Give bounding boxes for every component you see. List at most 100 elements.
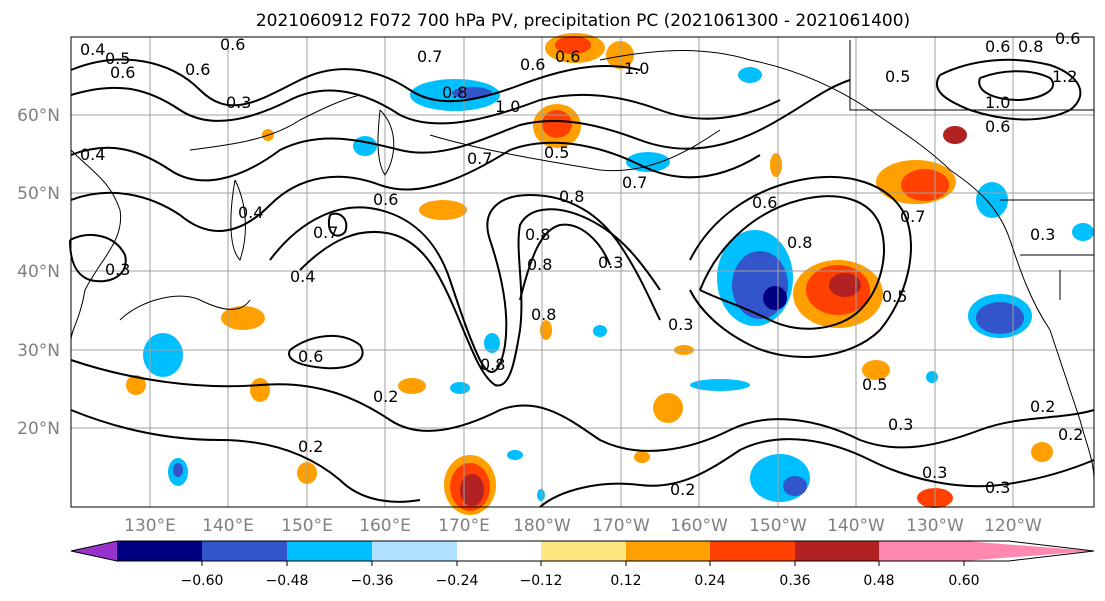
pv-contour-line	[299, 208, 661, 387]
contour-label: 0.5	[105, 49, 130, 68]
contour-label: 0.7	[417, 47, 442, 66]
contour-label: 0.8	[442, 83, 467, 102]
precip-negative-area	[738, 67, 762, 83]
contour-label: 0.6	[520, 55, 545, 74]
contour-label: 0.2	[298, 437, 323, 456]
precip-positive-area	[606, 41, 634, 69]
colorbar-outline	[70, 540, 1095, 562]
pv-contour-line	[288, 334, 364, 370]
precip-positive-area	[398, 378, 426, 394]
colorbar-tick-label: 0.60	[948, 573, 979, 589]
contour-label: 0.4	[80, 145, 105, 164]
lat-labels: 60°N 50°N 40°N 30°N 20°N	[17, 106, 60, 439]
map-frame	[70, 36, 1095, 508]
graticule	[71, 37, 1094, 507]
pv-contour-line	[70, 409, 1095, 508]
colorbar-segment	[541, 541, 626, 561]
precip-positive-core	[555, 36, 591, 54]
contour-label: 0.6	[555, 47, 580, 66]
colorbar-segment	[795, 541, 879, 561]
lat-label: 50°N	[17, 184, 60, 204]
border-us	[1000, 199, 1094, 300]
contour-label: 0.3	[888, 415, 913, 434]
contour-label: 0.8	[525, 225, 550, 244]
contour-labels: 0.4 0.5 0.6 0.6 0.7 0.6 1.0 0.8 1.0 0.3 …	[80, 29, 1083, 499]
precip-negative-area	[976, 182, 1008, 218]
precip-positive-area	[634, 451, 650, 463]
contour-label: 0.8	[527, 255, 552, 274]
contour-label: 0.2	[1058, 425, 1083, 444]
contour-label: 0.4	[80, 40, 105, 59]
colorbar-tick-label: 0.12	[610, 573, 641, 589]
precip-negative-core	[783, 476, 807, 496]
coastline-japan	[119, 295, 251, 321]
contour-label: 0.8	[480, 355, 505, 374]
precip-positive-area	[250, 378, 270, 402]
contour-label: 0.2	[373, 387, 398, 406]
lon-labels: 130°E 140°E 150°E 160°E 170°E 180°W 170°…	[124, 516, 1042, 536]
contour-label: 0.2	[1030, 397, 1055, 416]
precip-positive-core	[542, 110, 572, 138]
map-background	[71, 37, 1094, 507]
contour-label: 1.0	[985, 93, 1010, 112]
colorbar-segment	[626, 541, 710, 561]
pv-contour-line	[519, 223, 611, 301]
lon-label: 160°E	[359, 516, 411, 536]
colorbar-extend-high	[964, 541, 1094, 561]
precip-negative-max	[763, 286, 787, 310]
precip-negative-core	[976, 302, 1024, 334]
precip-positive-area	[653, 393, 683, 423]
colorbar-segment	[879, 541, 964, 561]
colorbar-tick-label: −0.24	[436, 573, 479, 589]
precip-positive-core	[901, 169, 949, 201]
precip-positive-area	[1031, 442, 1053, 462]
colorbar-tick-label: 0.24	[694, 573, 725, 589]
contour-label: 0.3	[226, 93, 251, 112]
contour-label: 1.0	[495, 97, 520, 116]
contour-label: 0.6	[220, 35, 245, 54]
colorbar-tick-label: 0.36	[779, 573, 810, 589]
precip-negative-area	[926, 371, 938, 383]
pv-contour-line	[978, 70, 1055, 102]
precip-positive-area	[862, 360, 890, 380]
precip-negative-area	[450, 382, 470, 394]
contour-label: 0.3	[985, 478, 1010, 497]
pv-contour-line	[70, 359, 1095, 452]
pv-contour-line	[327, 212, 348, 237]
colorbar-segment	[202, 541, 287, 561]
precip-positive-max	[460, 474, 484, 506]
lon-label: 160°W	[670, 516, 728, 536]
contour-label: 0.7	[622, 173, 647, 192]
contour-label: 0.6	[752, 193, 777, 212]
lon-label: 130°W	[906, 516, 964, 536]
lon-label: 140°E	[202, 516, 254, 536]
precip-negative-core	[173, 463, 183, 477]
coastline-aleutians	[429, 129, 721, 172]
precip-negative-area	[353, 136, 377, 156]
pv-contours	[69, 58, 1095, 508]
pv-contour-line	[70, 141, 761, 232]
pv-contour-line	[699, 195, 885, 330]
contour-label: 0.6	[298, 347, 323, 366]
colorbar-segment	[710, 541, 795, 561]
precip-negative-area	[690, 379, 750, 391]
lon-label: 170°W	[592, 516, 650, 536]
lon-label: 180°W	[513, 516, 571, 536]
pv-contour-line	[935, 58, 1082, 121]
contour-label: 1.0	[624, 59, 649, 78]
precip-negative-area	[537, 489, 545, 501]
lat-label: 60°N	[17, 106, 60, 126]
colorbar-segment	[372, 541, 457, 561]
precip-positive-max	[943, 126, 967, 144]
contour-label: 0.3	[105, 260, 130, 279]
contour-label: 0.5	[544, 143, 569, 162]
contour-label: 0.4	[238, 203, 263, 222]
colorbar-tick-label: −0.36	[351, 573, 394, 589]
contour-label: 0.6	[985, 117, 1010, 136]
colorbar-tick-label: −0.48	[266, 573, 309, 589]
contour-label: 0.8	[559, 187, 584, 206]
contour-label: 0.6	[373, 190, 398, 209]
precip-positive-area	[419, 200, 467, 220]
lat-label: 30°N	[17, 341, 60, 361]
pv-contour-line	[69, 234, 127, 283]
